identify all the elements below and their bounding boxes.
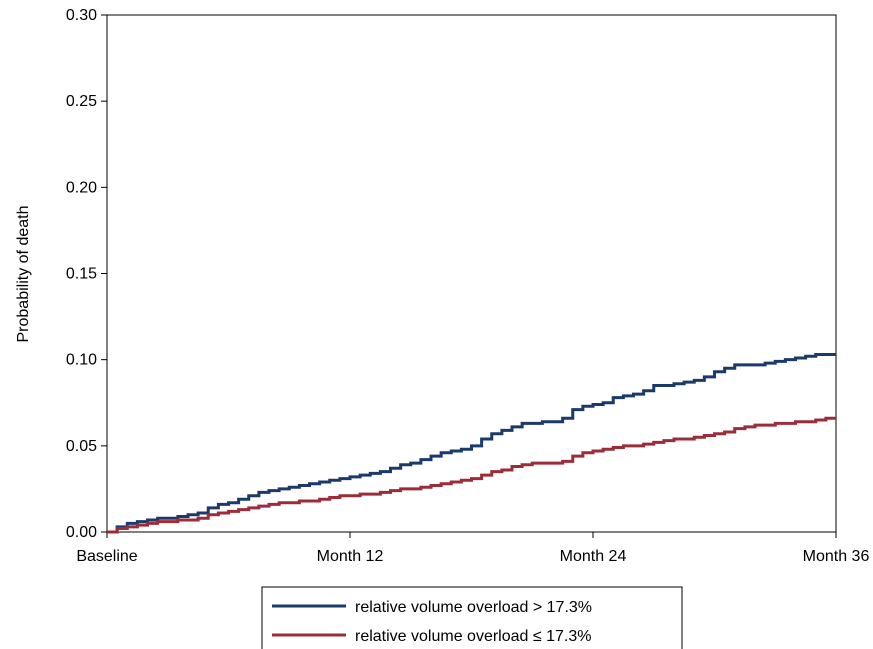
series-line-2 (107, 416, 836, 534)
x-axis: Baseline Month 12 Month 24 Month 36 (76, 532, 869, 565)
series-layer (107, 353, 836, 534)
y-tick-label: 0.25 (66, 93, 97, 110)
x-tick-label: Month 12 (317, 548, 384, 565)
x-tick-label: Month 36 (803, 548, 870, 565)
y-tick-label: 0.10 (66, 352, 97, 369)
y-tick-label: 0.05 (66, 438, 97, 455)
legend-label-series-2: relative volume overload ≤ 17.3% (355, 628, 591, 645)
legend-box (261, 586, 683, 649)
series-line-1 (107, 353, 836, 534)
plot-frame (106, 14, 837, 533)
y-axis: 0.00 0.05 0.10 0.15 0.20 0.25 0.30 (66, 7, 107, 541)
legend-label-series-1: relative volume overload > 17.3% (355, 599, 592, 616)
y-tick-label: 0.00 (66, 524, 97, 541)
y-tick-label: 0.20 (66, 179, 97, 196)
y-tick-label: 0.15 (66, 266, 97, 283)
legend: relative volume overload > 17.3% relativ… (261, 586, 683, 649)
x-tick-label: Month 24 (560, 548, 627, 565)
y-tick-label: 0.30 (66, 7, 97, 24)
x-tick-label: Baseline (76, 548, 137, 565)
y-axis-title: Probability of death (15, 206, 32, 343)
